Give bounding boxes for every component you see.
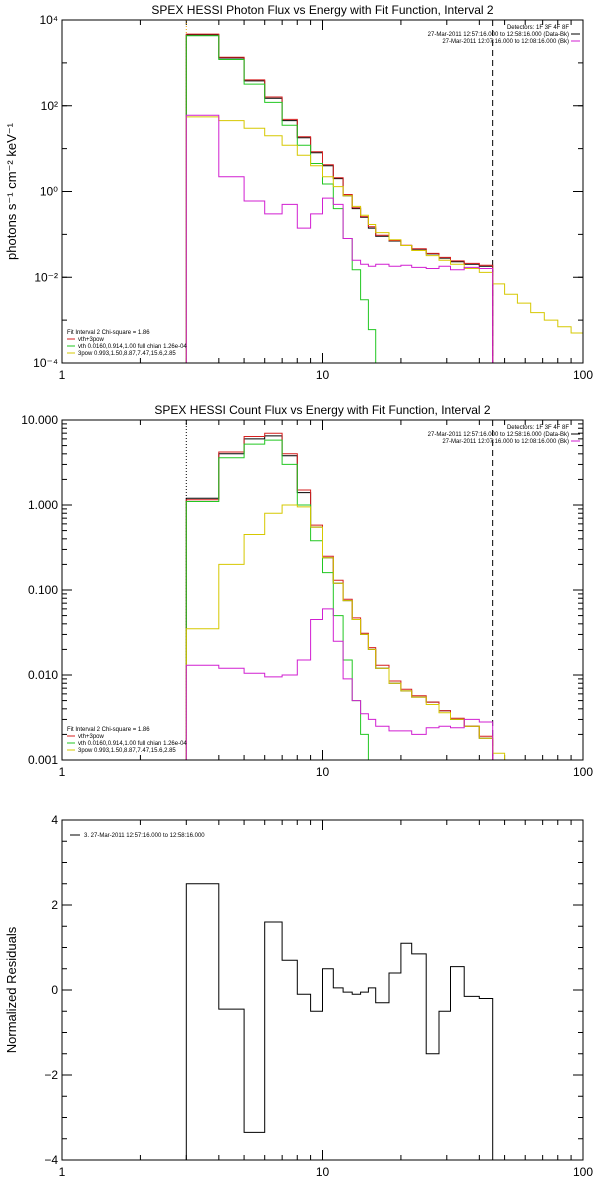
plot-frame [61,819,584,1161]
series-black-line [185,883,494,1160]
y-tick-label: 2 [51,898,58,912]
x-tick-label: 10 [316,765,330,779]
legend-entry: 27-Mar-2011 12:57:16.000 to 12:58:16.000… [428,32,569,38]
series-red-line [185,432,494,760]
legend-entry: vth 0.0160,0.914,1.00 full chian 1.26e-0… [78,344,187,350]
chart-title: SPEX HESSI Photon Flux vs Energy with Fi… [151,3,493,17]
series-yellow-line [185,504,506,760]
plot-frame [61,419,584,761]
x-tick-label: 1 [59,1165,66,1179]
legend-entry: 3pow 0.993,1.50,8.87,7.47,15.6,2.85 [78,748,176,754]
y-tick-label: 10⁴ [39,13,58,27]
x-tick-label: 100 [573,765,593,779]
y-tick-label: 10.000 [21,413,58,427]
series-magenta-line [185,608,494,760]
y-tick-label: 0.100 [28,583,58,597]
y-tick-label: 0 [51,983,58,997]
x-tick-label: 10 [316,1165,330,1179]
x-tick-label: 100 [573,1165,593,1179]
legend-entry: Detectors: 1F 3F 4F 8F [507,25,569,31]
legend-entry: Fit Interval 2 Chi-square = 1.86 [67,330,150,336]
x-tick-label: 1 [59,368,66,382]
legend-entry: Fit Interval 2 Chi-square = 1.86 [67,727,150,733]
legend-entry: 27-Mar-2011 12:07:16.000 to 12:08:16.000… [442,439,569,445]
y-tick-label: 10⁻⁴ [33,356,58,370]
y-tick-label: 0.001 [28,753,58,767]
plot-frame [61,19,584,364]
legend-entry: 27-Mar-2011 12:07:16.000 to 12:08:16.000… [442,39,569,45]
y-tick-label: −2 [44,1068,58,1082]
legend-entry: vth+3pow [78,337,105,343]
series-green-line [185,439,376,760]
y-tick-label: 0.010 [28,668,58,682]
legend-entry: Detectors: 1F 3F 4F 8F [507,425,569,431]
y-tick-label: 4 [51,813,58,827]
y-axis-label: Normalized Residuals [4,926,19,1053]
minor-ticks [62,19,583,363]
y-tick-label: 10⁻² [34,270,58,284]
y-tick-label: 1.000 [28,498,58,512]
y-tick-label: −4 [44,1153,58,1167]
series-magenta-line [185,114,494,363]
count-flux-panel: SPEX HESSI Count Flux vs Energy with Fit… [21,403,593,779]
y-axis-label: photons s⁻¹ cm⁻² keV⁻¹ [4,122,19,260]
series-green-line [185,35,389,363]
legend-entry: 3pow 0.993,1.50,8.87,7.47,15.6,2.85 [78,351,176,357]
series-red-line [185,33,494,363]
series-black-line [185,34,494,363]
y-tick-label: 10⁰ [40,185,58,199]
x-tick-label: 10 [316,368,330,382]
legend-entry: vth+3pow [78,734,105,740]
series-black-line [185,435,494,760]
y-tick-label: 10² [41,99,58,113]
residuals-panel: Normalized Residuals 1 10 100 −4 −2 0 2 4 3. 27-M… [4,813,593,1179]
x-tick-label: 1 [59,765,66,779]
x-tick-label: 100 [573,368,593,382]
minor-ticks [62,420,583,760]
legend-entry: vth 0.0160,0.914,1.00 full chian 1.26e-0… [78,741,187,747]
legend-entry: 27-Mar-2011 12:57:16.000 to 12:58:16.000… [428,432,569,438]
series-yellow-line [185,116,583,363]
legend-entry: 3. 27-Mar-2011 12:57:16.000 to 12:58:16.… [84,833,205,839]
photon-flux-panel: SPEX HESSI Photon Flux vs Energy with Fi… [4,3,593,382]
chart-title: SPEX HESSI Count Flux vs Energy with Fit… [154,403,490,417]
